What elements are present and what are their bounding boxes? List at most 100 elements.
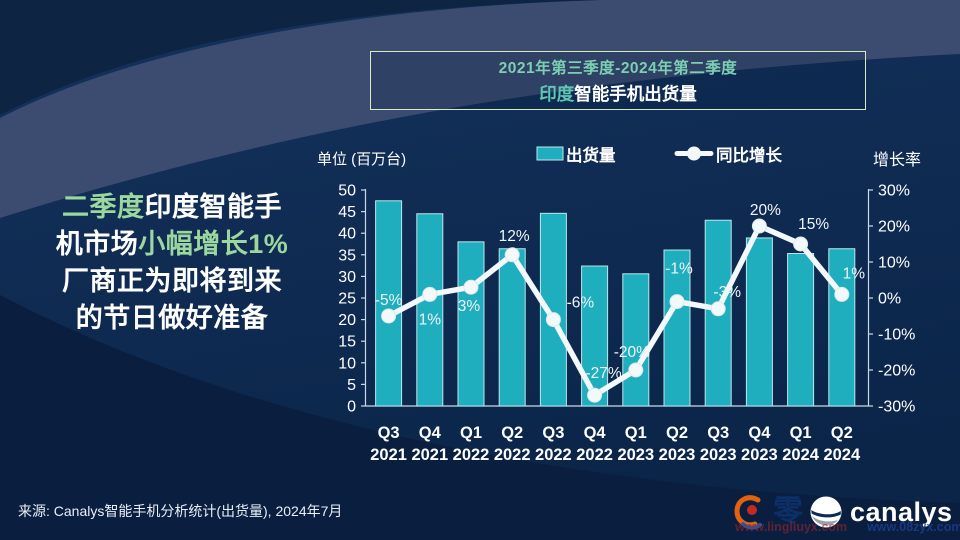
bar — [787, 253, 815, 407]
headline-text: 的节日做好准备 — [75, 303, 269, 333]
right-axis-title: 增长率 — [873, 151, 921, 169]
legend-line-label: 同比增长 — [716, 145, 783, 165]
chart-title-period: 2021年第三季度-2024年第二季度 — [498, 59, 738, 77]
left-axis-tick-label: 10 — [338, 355, 356, 372]
branding: 零 canalys — [733, 492, 953, 532]
background-light-swoosh — [0, 0, 960, 218]
x-axis-year-label: 2024 — [782, 446, 820, 464]
chart-title-subject-rest: 智能手机出货量 — [574, 83, 697, 104]
background-topleft-dark — [0, 0, 600, 115]
bar — [375, 200, 403, 407]
bar — [581, 265, 609, 407]
headline-line: 机市场小幅增长1% — [16, 226, 328, 263]
background-bottom-swoosh — [0, 295, 960, 540]
left-axis-tick-label: 20 — [338, 312, 356, 329]
x-axis-quarter-label: Q3 — [378, 424, 400, 442]
watermark-urls: www.lingliuyx.com www.08zyx.com — [735, 520, 960, 534]
x-axis-quarter-label: Q3 — [542, 424, 564, 442]
left-axis-tick-label: 50 — [338, 183, 356, 200]
x-axis-year-label: 2023 — [741, 446, 778, 464]
growth-data-label: 3% — [458, 298, 481, 315]
left-axis-tick-label: 35 — [338, 247, 356, 264]
x-axis-year-label: 2023 — [659, 446, 696, 464]
right-axis-tick-label: -20% — [878, 363, 915, 380]
x-axis-quarter-label: Q2 — [831, 424, 853, 442]
x-axis-quarter-label: Q1 — [625, 424, 647, 442]
headline-text: 厂商正为即将到来 — [62, 266, 282, 296]
x-axis-quarter-label: Q2 — [666, 424, 688, 442]
growth-data-label: 1% — [843, 265, 866, 282]
right-axis-tick-label: 30% — [878, 183, 910, 200]
watermark-glyph: 零 — [773, 495, 803, 528]
left-axis-tick-label: 45 — [338, 204, 356, 221]
left-axis-tick-label: 30 — [338, 269, 356, 286]
growth-data-label: 12% — [499, 228, 530, 245]
canalys-logo-icon — [810, 496, 842, 528]
source-note: 来源: Canalys智能手机分析统计(出货量), 2024年7月 — [18, 503, 343, 519]
x-axis-quarter-label: Q4 — [584, 424, 607, 442]
growth-point — [504, 247, 520, 263]
x-axis-year-label: 2024 — [823, 446, 861, 464]
x-axis-quarter-label: Q4 — [419, 424, 442, 442]
growth-point — [669, 294, 685, 310]
x-axis-year-label: 2022 — [494, 446, 531, 464]
chart-title-subject: 印度智能手机出货量 — [371, 81, 865, 106]
x-axis-year-label: 2022 — [453, 446, 490, 464]
growth-point — [587, 387, 603, 403]
growth-data-label: -6% — [567, 295, 595, 312]
bar — [457, 241, 485, 407]
bar — [622, 273, 650, 407]
growth-point — [751, 218, 767, 234]
growth-point — [710, 301, 726, 317]
left-axis-tick-label: 40 — [338, 226, 356, 243]
x-axis-quarter-label: Q1 — [790, 424, 812, 442]
headline-line: 二季度印度智能手 — [16, 189, 328, 226]
left-axis-tick-label: 5 — [347, 377, 356, 394]
right-axis-tick-label: 20% — [878, 219, 910, 236]
x-axis-year-label: 2022 — [535, 446, 572, 464]
growth-point — [793, 236, 809, 252]
growth-point — [545, 312, 561, 328]
x-axis-quarter-label: Q2 — [501, 424, 523, 442]
x-axis-year-label: 2023 — [617, 446, 654, 464]
x-axis-quarter-label: Q4 — [748, 424, 771, 442]
headline-highlight: 二季度 — [62, 192, 145, 222]
bar — [745, 237, 773, 407]
x-axis-quarter-label: Q3 — [707, 424, 729, 442]
headline-text: 机市场 — [55, 229, 139, 259]
right-axis-tick-label: 10% — [878, 255, 910, 272]
x-axis-year-label: 2022 — [576, 446, 613, 464]
left-axis-title: 单位 (百万台) — [317, 151, 406, 168]
growth-data-label: -1% — [665, 261, 693, 278]
watermark-swirl-icon — [734, 495, 762, 530]
legend-line-marker — [687, 146, 701, 161]
bar — [828, 248, 856, 407]
growth-point — [463, 279, 479, 295]
right-axis-tick-label: 0% — [878, 291, 901, 308]
headline-line: 的节日做好准备 — [16, 300, 328, 337]
left-axis-tick-label: 0 — [347, 399, 356, 416]
growth-data-label: -20% — [614, 344, 650, 361]
canalys-logo-text: canalys — [850, 497, 953, 527]
x-axis-year-label: 2023 — [700, 446, 737, 464]
chart-title-subject-prefix: 印度 — [539, 83, 575, 104]
growth-point — [834, 286, 850, 302]
growth-data-label: 1% — [419, 311, 442, 328]
left-axis-tick-label: 15 — [338, 334, 356, 351]
chart-title-box: 2021年第三季度-2024年第二季度 印度智能手机出货量 — [370, 51, 866, 110]
headline-text: 印度智能手 — [144, 192, 282, 222]
growth-data-label: -3% — [713, 284, 741, 301]
x-axis-quarter-label: Q1 — [460, 424, 482, 442]
right-axis-tick-label: -30% — [878, 399, 915, 416]
legend-bar-swatch — [536, 146, 564, 161]
legend-bar-label: 出货量 — [566, 145, 616, 165]
x-axis-year-label: 2021 — [370, 446, 407, 464]
growth-data-label: 20% — [750, 202, 781, 219]
bar — [416, 213, 444, 407]
headline-highlight: 小幅增长1% — [138, 229, 289, 259]
headline: 二季度印度智能手 机市场小幅增长1% 厂商正为即将到来 的节日做好准备 — [16, 189, 328, 337]
left-axis-tick-label: 25 — [338, 291, 356, 308]
watermark-url-1: www.lingliuyx.com — [735, 520, 848, 534]
